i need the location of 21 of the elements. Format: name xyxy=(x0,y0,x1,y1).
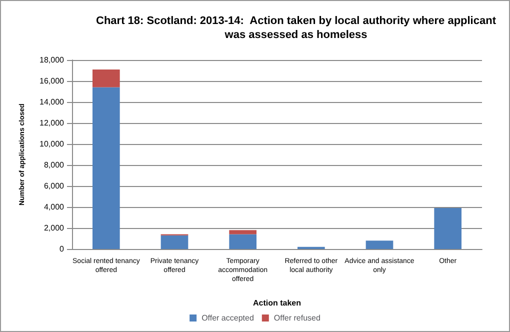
bar xyxy=(92,87,120,249)
y-tick-label: 10,000 xyxy=(40,140,65,148)
bar xyxy=(366,240,394,249)
legend-label: Offer accepted xyxy=(202,314,254,322)
y-tick-label: 6,000 xyxy=(44,182,65,190)
y-tick-label: 4,000 xyxy=(44,202,65,212)
bar xyxy=(229,230,256,234)
legend-label: Offer refused xyxy=(274,314,320,322)
y-tick-label: 14,000 xyxy=(40,98,65,106)
y-tick-label: 12,000 xyxy=(40,118,65,128)
x-axis-title: Action taken xyxy=(252,298,302,308)
y-tick-label: 8,000 xyxy=(44,160,65,170)
chart-title: Chart 18: Scotland: 2013-14: Action taken by local authority where applicant was assessed as homeless xyxy=(96,15,496,41)
bar xyxy=(92,69,120,88)
y-tick-label: 0 xyxy=(60,244,65,254)
y-tick-label: 2,000 xyxy=(44,224,65,232)
bar xyxy=(160,235,188,249)
bar xyxy=(229,234,256,249)
bar xyxy=(434,208,462,249)
y-tick-label: 16,000 xyxy=(40,76,65,86)
y-tick-label: 18,000 xyxy=(40,56,65,64)
